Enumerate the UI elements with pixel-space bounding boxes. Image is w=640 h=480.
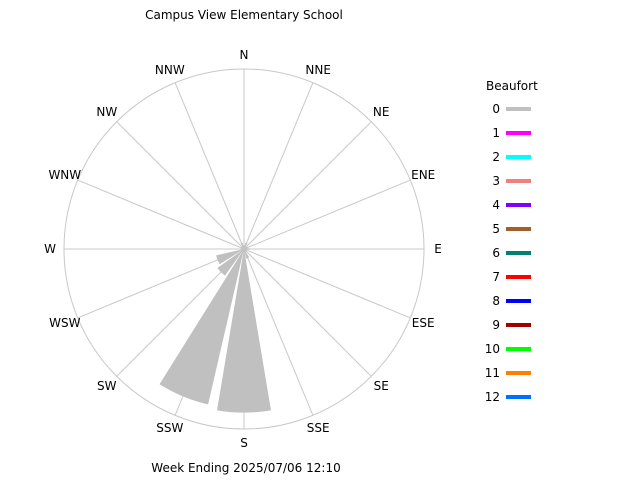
legend-swatch bbox=[506, 179, 531, 183]
direction-labels: N NNE NE ENE E ESE SE SSE S SSW SW WSW W WNW NW NNW bbox=[44, 48, 442, 450]
legend-label: 8 bbox=[492, 294, 500, 308]
legend-swatch bbox=[506, 347, 531, 351]
wedge-ene bbox=[244, 246, 248, 249]
direction-label-nnw: NNW bbox=[155, 63, 185, 77]
legend-label: 6 bbox=[492, 246, 500, 260]
spoke-se bbox=[243, 248, 372, 377]
wedge-sse bbox=[244, 249, 250, 259]
legend-swatch bbox=[506, 251, 531, 255]
legend-label: 7 bbox=[492, 270, 500, 284]
legend-title: Beaufort bbox=[486, 79, 538, 93]
direction-label-se: SE bbox=[374, 379, 389, 393]
legend-label: 5 bbox=[492, 222, 500, 236]
spoke-ese bbox=[243, 248, 411, 319]
legend-label: 3 bbox=[492, 174, 500, 188]
direction-label-sse: SSE bbox=[307, 421, 330, 435]
spoke-nne bbox=[243, 82, 314, 250]
legend-swatch bbox=[506, 275, 531, 279]
direction-label-e: E bbox=[434, 242, 442, 256]
direction-label-ne: NE bbox=[373, 105, 390, 119]
direction-label-wsw: WSW bbox=[49, 316, 80, 330]
rose-wedges bbox=[159, 242, 271, 413]
wedge-ese bbox=[244, 249, 248, 251]
legend-swatch bbox=[506, 371, 531, 375]
wedge-e bbox=[244, 248, 250, 250]
wedge-ssw bbox=[159, 249, 244, 405]
wedge-n bbox=[243, 244, 245, 249]
direction-label-s: S bbox=[240, 436, 248, 450]
spoke-wnw bbox=[77, 179, 245, 250]
wedge-nw bbox=[242, 247, 244, 249]
legend-swatch bbox=[506, 395, 531, 399]
legend-label: 12 bbox=[485, 390, 500, 404]
wedge-wnw bbox=[240, 247, 244, 249]
direction-label-ene: ENE bbox=[411, 168, 435, 182]
legend-label: 2 bbox=[492, 150, 500, 164]
legend-swatch bbox=[506, 227, 531, 231]
direction-label-sw: SW bbox=[97, 379, 117, 393]
spoke-ene bbox=[243, 179, 411, 250]
direction-label-ese: ESE bbox=[412, 316, 435, 330]
legend-label: 0 bbox=[492, 102, 500, 116]
direction-label-n: N bbox=[240, 48, 249, 62]
wedge-sw bbox=[217, 249, 244, 276]
wedge-w bbox=[242, 248, 244, 250]
wedge-se bbox=[244, 249, 246, 251]
wedge-wsw bbox=[216, 249, 244, 265]
wedge-nnw bbox=[240, 242, 244, 249]
direction-label-nne: NNE bbox=[305, 63, 331, 77]
direction-label-wnw: WNW bbox=[48, 168, 81, 182]
wedge-ne bbox=[244, 247, 246, 249]
wedge-nne bbox=[244, 242, 248, 249]
spoke-ne bbox=[243, 121, 372, 250]
spoke-wsw bbox=[77, 248, 245, 319]
wedge-s bbox=[217, 249, 271, 413]
chart-footer: Week Ending 2025/07/06 12:10 bbox=[151, 461, 340, 475]
direction-label-ssw: SSW bbox=[156, 421, 183, 435]
direction-label-w: W bbox=[44, 242, 56, 256]
legend-swatch bbox=[506, 299, 531, 303]
legend-label: 1 bbox=[492, 126, 500, 140]
legend-label: 11 bbox=[485, 366, 500, 380]
direction-label-nw: NW bbox=[96, 105, 117, 119]
legend-label: 4 bbox=[492, 198, 500, 212]
legend-swatch bbox=[506, 131, 531, 135]
legend-swatch bbox=[506, 323, 531, 327]
legend-swatch bbox=[506, 107, 531, 111]
spoke-nnw bbox=[174, 82, 245, 250]
legend-label: 10 bbox=[485, 342, 500, 356]
spoke-sse bbox=[243, 248, 314, 416]
legend-swatch bbox=[506, 155, 531, 159]
chart-title: Campus View Elementary School bbox=[145, 8, 343, 22]
spoke-nw bbox=[116, 121, 245, 250]
legend-swatch bbox=[506, 203, 531, 207]
legend-label: 9 bbox=[492, 318, 500, 332]
